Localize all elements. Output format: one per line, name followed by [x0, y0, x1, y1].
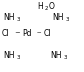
Text: Pd: Pd: [22, 29, 31, 38]
Text: O: O: [48, 2, 54, 11]
Text: NH: NH: [52, 13, 64, 22]
Text: 3: 3: [65, 17, 69, 22]
Text: Cl: Cl: [44, 29, 51, 38]
Text: 2: 2: [45, 6, 48, 11]
Text: ~: ~: [14, 30, 20, 36]
Text: 3: 3: [16, 55, 20, 60]
Text: ‒: ‒: [37, 30, 41, 36]
Text: NH: NH: [3, 51, 15, 60]
Text: 3: 3: [63, 55, 67, 60]
Text: NH: NH: [50, 51, 62, 60]
Text: 3: 3: [16, 17, 20, 22]
Text: NH: NH: [3, 13, 15, 22]
Text: Cl: Cl: [2, 29, 9, 38]
Text: H: H: [37, 2, 43, 11]
